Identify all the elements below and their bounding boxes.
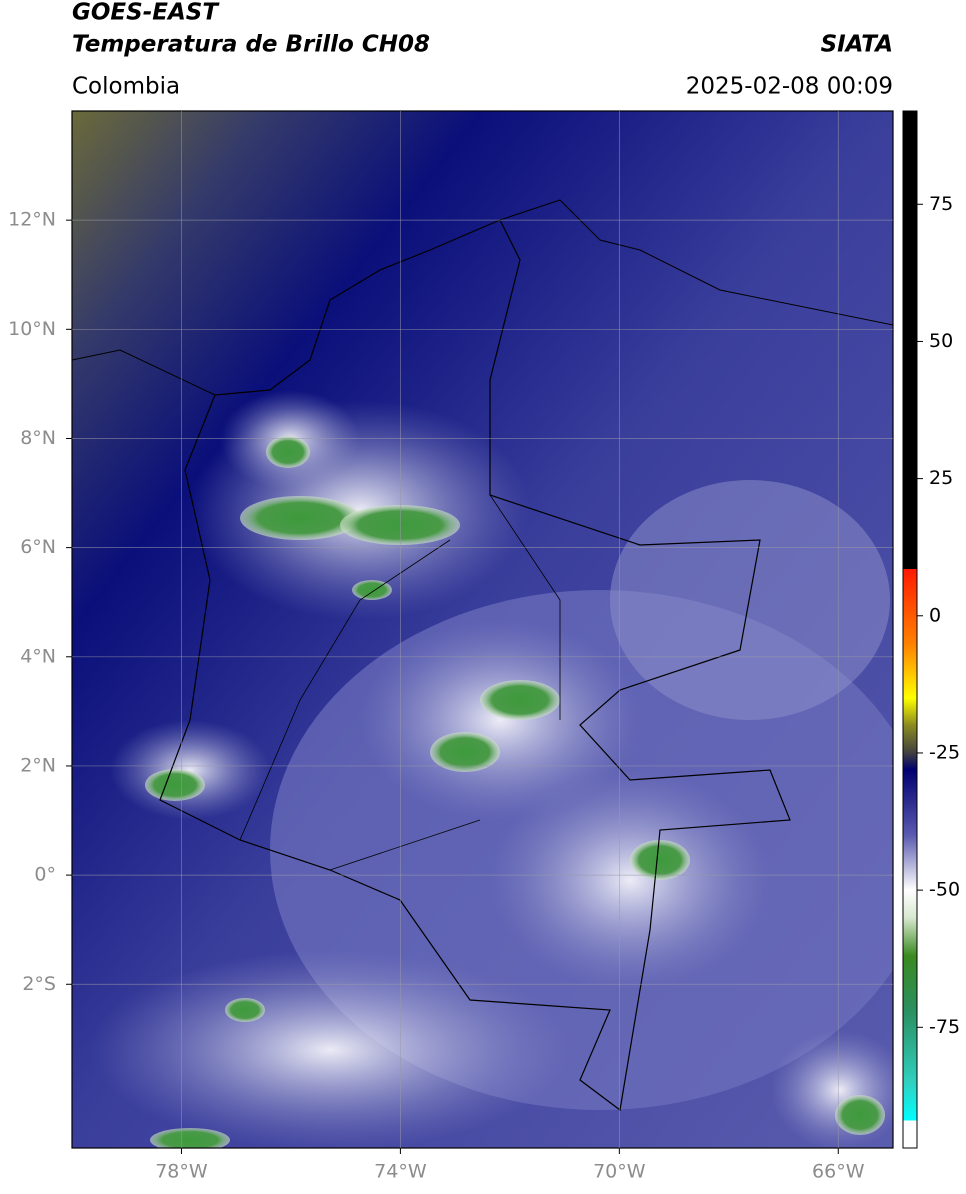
x-tick-label: 70°W: [593, 1161, 646, 1183]
y-tick-label: 8°N: [20, 427, 56, 449]
colorbar-tick-label: 0: [929, 604, 941, 626]
colorbar-tick-label: -25: [929, 741, 960, 763]
colorbar-tick-label: -75: [929, 1016, 960, 1038]
colorbar-tick-label: 25: [929, 467, 953, 489]
y-tick-label: 2°S: [22, 973, 56, 995]
source-label: SIATA: [821, 32, 893, 58]
satellite-title: GOES-EAST: [72, 0, 220, 26]
y-tick-label: 2°N: [20, 754, 56, 776]
colorbar-tick-label: 75: [929, 193, 953, 215]
region-label: Colombia: [72, 74, 180, 100]
y-tick-label: 6°N: [20, 536, 56, 558]
colorbar-tick-label: -50: [929, 879, 960, 901]
x-tick-label: 74°W: [374, 1161, 427, 1183]
y-tick-label: 0°: [34, 864, 56, 886]
y-tick-label: 4°N: [20, 645, 56, 667]
map-frame: [71, 110, 894, 1149]
colorbar: [902, 110, 918, 1149]
y-tick-label: 10°N: [8, 318, 56, 340]
x-tick-label: 78°W: [155, 1161, 208, 1183]
x-tick-label: 66°W: [812, 1161, 865, 1183]
colorbar-tick-label: 50: [929, 330, 953, 352]
satellite-image: [72, 111, 893, 1148]
y-tick-label: 12°N: [8, 209, 56, 231]
datetime-label: 2025-02-08 00:09: [686, 74, 893, 100]
product-title: Temperatura de Brillo CH08: [72, 32, 430, 58]
